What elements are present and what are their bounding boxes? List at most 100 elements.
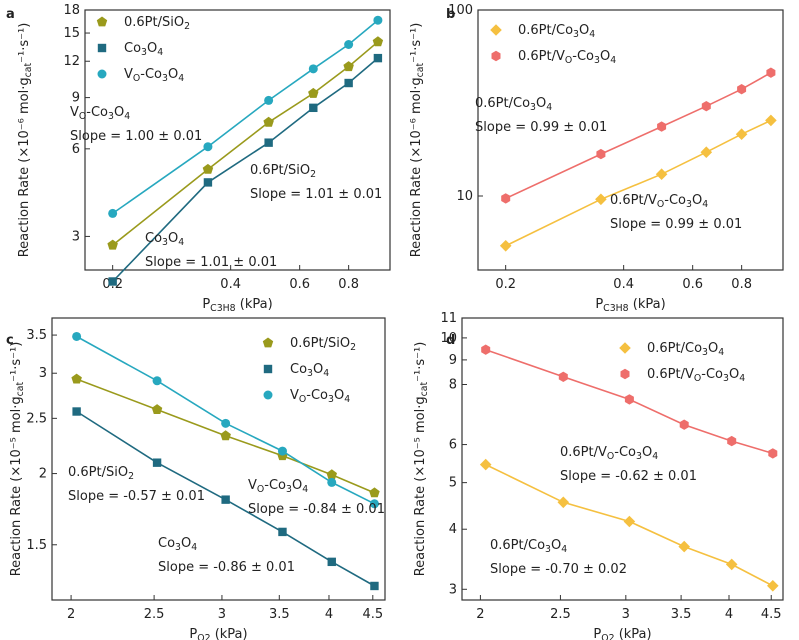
data-point [71,373,82,384]
x-tick-label: 4 [325,607,333,622]
legend-label: VO-Co3O4 [124,67,184,84]
data-point [343,61,354,72]
data-point [264,138,273,147]
legend-label: VO-Co3O4 [290,388,350,405]
panel-label: c [6,333,14,348]
series-line [76,410,375,587]
data-point [657,121,667,132]
data-point [479,458,492,471]
panel-label: d [446,333,455,348]
series-line [112,57,379,283]
data-point [727,435,737,447]
data-point [370,581,379,591]
x-tick-label: 2 [67,607,75,622]
series-line [76,335,375,505]
x-tick-label: 4.5 [761,607,782,622]
plot-frame [461,317,784,601]
x-tick-label: 3.5 [671,607,692,622]
x-axis-label: PO2 (kPa) [189,627,247,640]
y-tick-label: 6 [449,437,457,452]
annotation: Co3O4 [145,231,184,248]
annotation: Slope = 1.01 ± 0.01 [145,255,277,270]
data-point [373,15,383,25]
plot-frame [477,9,784,271]
y-tick-label: 10 [440,330,457,345]
data-point [221,495,230,504]
x-tick-label: 4.5 [362,607,383,622]
x-tick-label: 3 [622,607,630,622]
legend-marker [97,43,107,53]
annotation: 0.6Pt/Co3O4 [490,538,567,555]
annotation: 0.6Pt/Co3O4 [475,96,552,113]
legend-marker [490,24,502,36]
annotation: 0.6Pt/VO-Co3O4 [560,445,658,462]
y-axis-label: Reaction Rate (×10⁻⁶ mol·gcat⁻¹·s⁻¹) [17,23,34,258]
x-tick-label: 0.6 [289,277,310,292]
annotation: Slope = -0.70 ± 0.02 [490,562,627,577]
x-tick-label: 3 [218,607,226,622]
data-point [725,558,738,571]
legend-marker [619,342,631,354]
annotation: Slope = 1.00 ± 0.01 [70,129,202,144]
legend-marker [263,364,273,374]
y-tick-label: 8 [449,377,457,392]
legend-label: 0.6Pt/Co3O4 [518,23,595,40]
x-tick-label: 4 [725,607,733,622]
y-tick-label: 12 [63,54,80,69]
legend-label: Co3O4 [124,41,163,58]
data-point [344,39,354,49]
plot-frame [84,9,391,271]
legend-marker [262,337,274,348]
plot-frame [51,317,386,601]
data-point [308,87,319,98]
data-point [557,496,570,509]
data-point [767,580,779,592]
annotation: Slope = -0.62 ± 0.01 [560,469,697,484]
data-point [596,148,606,160]
y-tick-label: 6 [72,141,80,156]
data-point [558,371,568,382]
y-tick-label: 11 [440,311,457,326]
y-tick-label: 5 [449,475,457,490]
x-tick-label: 0.8 [338,277,359,292]
annotation: Slope = -0.57 ± 0.01 [68,489,205,504]
panel-label: b [446,7,455,22]
data-point [263,116,274,127]
x-axis-label: PO2 (kPa) [593,627,651,640]
y-tick-label: 9 [72,90,80,105]
x-tick-label: 2 [476,607,484,622]
legend-label: 0.6Pt/VO-Co3O4 [518,49,616,66]
x-axis-label: PC3H8 (kPa) [595,297,665,314]
data-point [277,446,287,456]
y-tick-label: 2 [39,466,47,481]
annotation: 0.6Pt/SiO2 [250,163,316,180]
y-axis-label: Reaction Rate (×10⁻⁵ mol·gcat⁻¹·s⁻¹) [9,342,26,577]
annotation: VO-Co3O4 [70,105,130,122]
x-tick-label: 0.4 [220,277,241,292]
data-point [327,557,336,567]
x-tick-label: 0.4 [613,277,634,292]
data-point [202,163,214,174]
y-tick-label: 3.5 [26,328,47,343]
data-point [151,404,163,414]
legend-label: 0.6Pt/SiO2 [124,15,190,32]
data-point [327,477,337,487]
legend-label: 0.6Pt/Co3O4 [647,341,724,358]
data-point [152,458,162,467]
annotation: Slope = 0.99 ± 0.01 [475,120,607,135]
data-point [678,540,690,553]
y-tick-label: 2.5 [26,411,47,426]
y-tick-label: 3 [39,366,47,381]
data-point [595,193,607,206]
annotation: 0.6Pt/SiO2 [68,465,134,482]
data-point [372,36,384,47]
data-point [768,448,778,459]
data-point [735,128,748,140]
x-tick-label: 0.2 [495,277,516,292]
y-tick-label: 9 [449,352,457,367]
annotation: 0.6Pt/VO-Co3O4 [610,193,708,210]
legend-label: 0.6Pt/SiO2 [290,336,356,353]
y-axis-label: Reaction Rate (×10⁻⁵ mol·gcat⁻¹·s⁻¹) [413,342,430,577]
data-point [369,487,380,498]
